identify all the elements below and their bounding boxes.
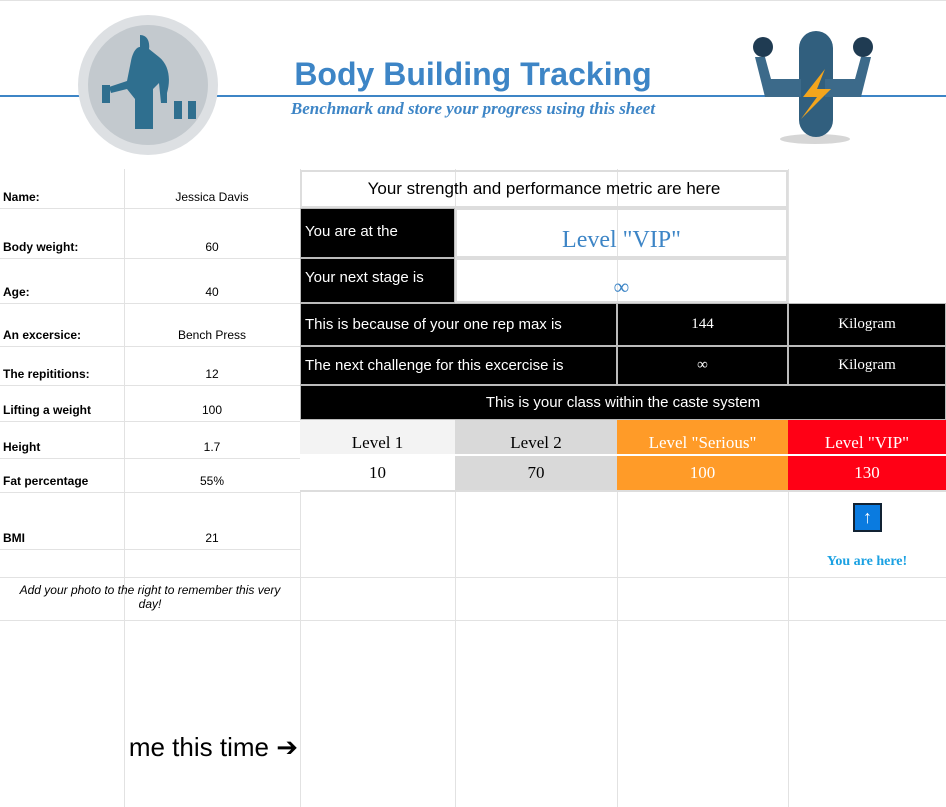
profile-value[interactable]: 1.7: [203, 440, 221, 454]
profile-value[interactable]: Jessica Davis: [175, 190, 249, 204]
next-stage-label: Your next stage is: [300, 258, 455, 303]
level-threshold: 130: [788, 456, 946, 492]
challenge-label: The next challenge for this excercise is: [300, 346, 617, 385]
level-name: Level "Serious": [617, 420, 788, 456]
metrics-heading: Your strength and performance metric are…: [300, 170, 788, 208]
muscle-logo: [745, 29, 880, 147]
level-threshold: 70: [455, 456, 617, 492]
one-rep-max-label: This is because of your one rep max is: [300, 303, 617, 346]
profile-label: The repititions:: [3, 367, 90, 381]
profile-label: An excersice:: [3, 328, 82, 342]
header-rule: [0, 95, 946, 97]
photo-caption: me this time ➔: [128, 732, 298, 762]
profile-label: Fat percentage: [3, 474, 89, 488]
profile-value[interactable]: 40: [205, 285, 219, 299]
next-stage-value: ∞: [455, 258, 788, 303]
profile-label: Height: [3, 440, 41, 454]
level-threshold: 10: [300, 456, 455, 492]
profile-value[interactable]: 12: [205, 367, 219, 381]
you-are-here-label: You are here!: [826, 554, 908, 569]
level-name: Level "VIP": [788, 420, 946, 456]
challenge-value: ∞: [617, 346, 788, 385]
profile-label: Body weight:: [3, 240, 79, 254]
profile-value[interactable]: 55%: [199, 474, 225, 488]
one-rep-max-value: 144: [617, 303, 788, 346]
profile-label: Age:: [3, 285, 30, 299]
level-threshold: 100: [617, 456, 788, 492]
level-value: Level "VIP": [455, 208, 788, 258]
profile-value[interactable]: 60: [205, 240, 219, 254]
level-name: Level 1: [300, 420, 455, 456]
header-banner: Body Building Tracking Benchmark and sto…: [0, 1, 946, 169]
page-title: Body Building Tracking: [294, 56, 652, 92]
profile-value[interactable]: Bench Press: [177, 328, 247, 342]
profile-label: Name:: [3, 190, 40, 204]
photo-note: Add your photo to the right to remember …: [19, 583, 281, 611]
level-name: Level 2: [455, 420, 617, 456]
profile-value[interactable]: 21: [205, 531, 219, 545]
bodybuilder-logo: [78, 15, 218, 155]
caste-heading: This is your class within the caste syst…: [300, 385, 946, 420]
profile-value[interactable]: 100: [201, 403, 223, 417]
up-arrow-icon: ↑: [853, 503, 882, 532]
profile-label: Lifting a weight: [3, 403, 91, 417]
profile-label: BMI: [3, 531, 25, 545]
level-label: You are at the: [300, 208, 455, 258]
challenge-unit: Kilogram: [788, 346, 946, 385]
page-subtitle: Benchmark and store your progress using …: [290, 99, 656, 118]
one-rep-max-unit: Kilogram: [788, 303, 946, 346]
